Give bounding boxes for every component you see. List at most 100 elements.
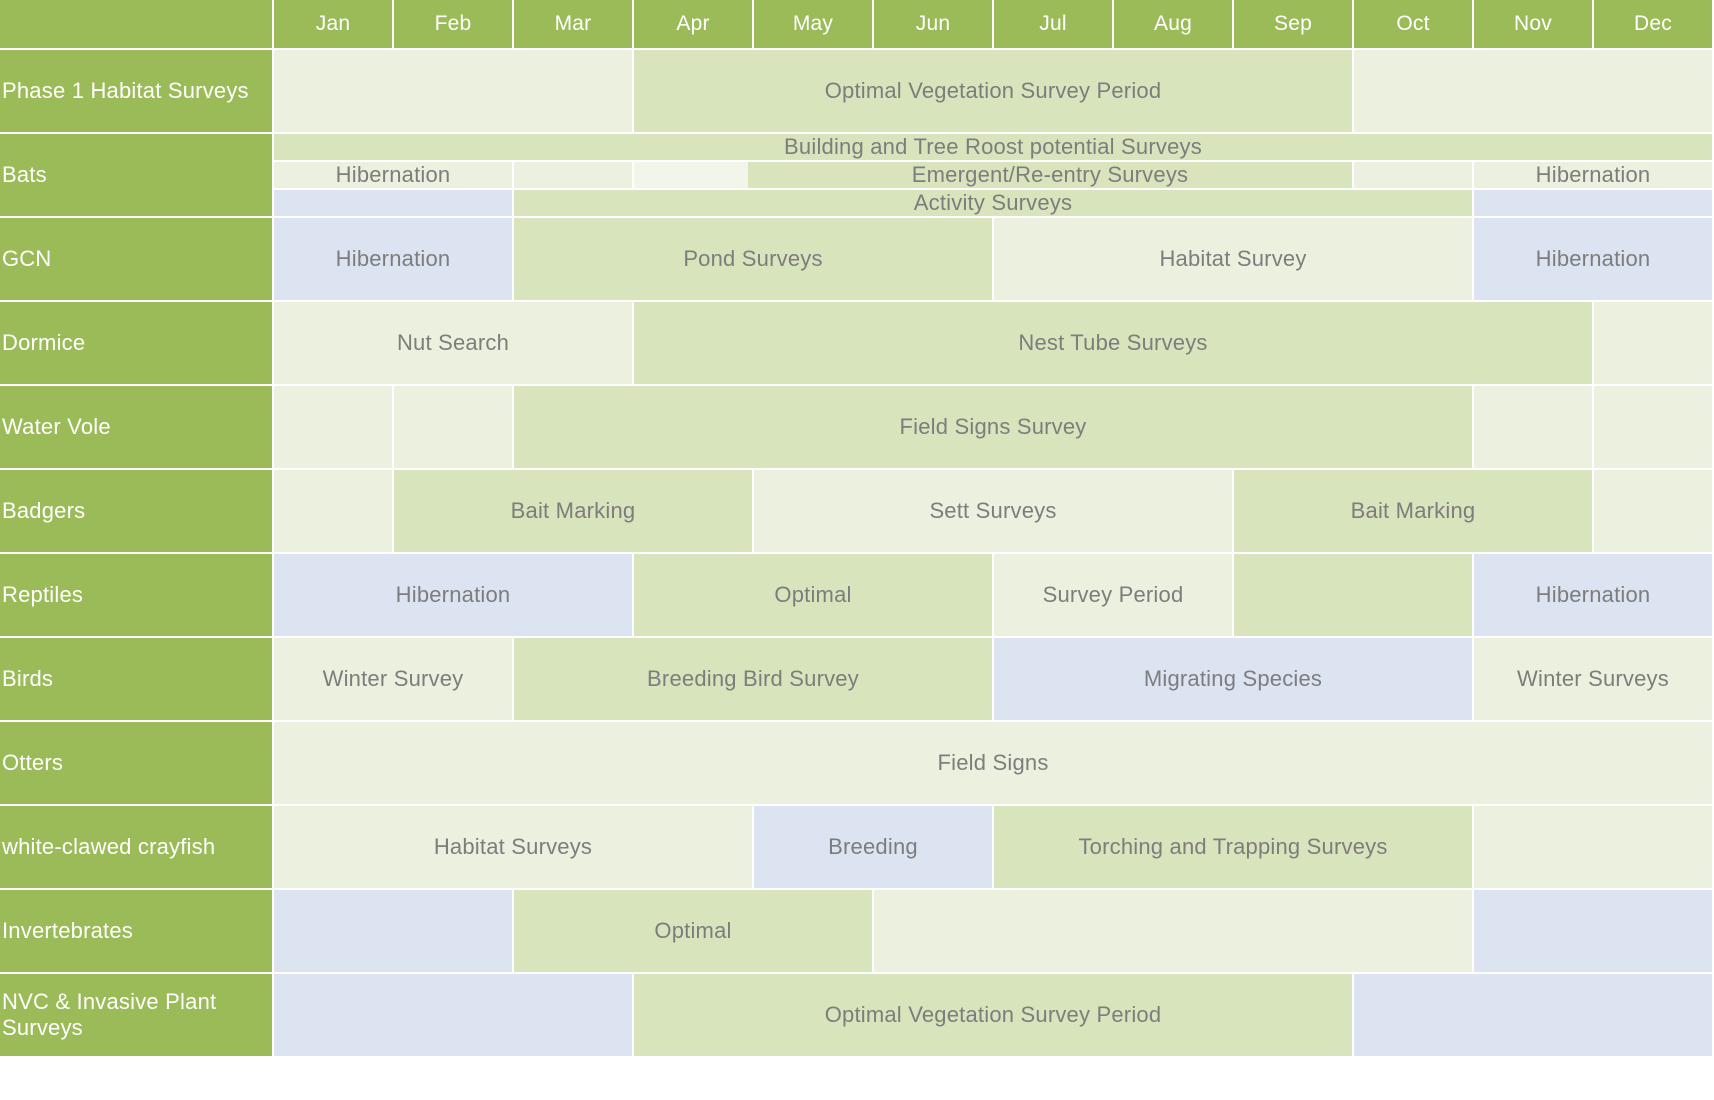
survey-period-reptiles-text: Hibernation <box>1535 582 1651 607</box>
survey-period-white-clawed-crayfish-text: Breeding <box>828 834 918 859</box>
row-label-birds: Birds <box>0 638 274 722</box>
header-corner <box>0 0 274 50</box>
month-header-nov: Nov <box>1474 0 1594 50</box>
survey-period-badgers: Bait Marking <box>394 470 754 554</box>
month-header-oct-text: Oct <box>1396 12 1430 35</box>
survey-period-birds-text: Winter Surveys <box>1517 666 1669 691</box>
month-header-aug: Aug <box>1114 0 1234 50</box>
survey-period-reptiles: Hibernation <box>1474 554 1714 638</box>
survey-period-bats-text: Hibernation <box>335 162 451 187</box>
row-label-dormice: Dormice <box>0 302 274 386</box>
month-header-jun-text: Jun <box>915 12 951 35</box>
month-header-jan-text: Jan <box>315 12 351 35</box>
row-label-nvc-invasive-plant-surveys: NVC & Invasive Plant Surveys <box>0 974 274 1058</box>
survey-period-gcn-text: Hibernation <box>1535 246 1651 271</box>
survey-period-phase-1-habitat-surveys <box>1354 50 1714 134</box>
survey-period-gcn: Hibernation <box>1474 218 1714 302</box>
survey-period-dormice-text: Nut Search <box>396 330 510 355</box>
survey-period-otters-text: Field Signs <box>937 750 1049 775</box>
survey-period-water-vole <box>274 386 394 470</box>
survey-period-bats: Hibernation <box>1474 162 1714 190</box>
month-header-feb-text: Feb <box>434 12 472 35</box>
survey-period-water-vole <box>1474 386 1594 470</box>
survey-period-reptiles-text: Optimal <box>774 582 852 607</box>
survey-period-birds-text: Breeding Bird Survey <box>647 666 859 691</box>
survey-period-bats <box>1474 190 1714 218</box>
survey-period-invertebrates <box>874 890 1474 974</box>
month-header-sep: Sep <box>1234 0 1354 50</box>
survey-period-bats-text: Building and Tree Roost potential Survey… <box>784 134 1202 159</box>
survey-period-phase-1-habitat-surveys: Optimal Vegetation Survey Period <box>634 50 1354 134</box>
survey-period-gcn: Habitat Survey <box>994 218 1474 302</box>
survey-period-white-clawed-crayfish <box>1474 806 1714 890</box>
row-label-otters-text: Otters <box>2 750 64 775</box>
survey-period-bats: Emergent/Re-entry Surveys <box>748 162 1354 190</box>
month-header-sep-text: Sep <box>1274 12 1312 35</box>
survey-period-bats-text: Hibernation <box>1535 162 1651 187</box>
survey-period-badgers <box>274 470 394 554</box>
row-label-nvc-invasive-plant-surveys-text: NVC & Invasive Plant Surveys <box>2 989 217 1040</box>
row-label-reptiles: Reptiles <box>0 554 274 638</box>
row-label-gcn: GCN <box>0 218 274 302</box>
survey-period-water-vole: Field Signs Survey <box>514 386 1474 470</box>
survey-period-bats: Activity Surveys <box>514 190 1474 218</box>
row-label-dormice-text: Dormice <box>2 330 86 355</box>
row-label-water-vole: Water Vole <box>0 386 274 470</box>
row-label-reptiles-text: Reptiles <box>2 582 84 607</box>
survey-period-invertebrates <box>1474 890 1714 974</box>
row-label-otters: Otters <box>0 722 274 806</box>
survey-period-invertebrates-text: Optimal <box>654 918 732 943</box>
row-label-invertebrates: Invertebrates <box>0 890 274 974</box>
row-label-badgers-text: Badgers <box>2 498 86 523</box>
row-label-invertebrates-text: Invertebrates <box>2 918 134 943</box>
survey-period-badgers <box>1594 470 1714 554</box>
survey-period-nvc-invasive-plant-surveys <box>1354 974 1714 1058</box>
row-label-birds-text: Birds <box>2 666 54 691</box>
survey-period-birds: Migrating Species <box>994 638 1474 722</box>
survey-period-birds-text: Winter Survey <box>322 666 464 691</box>
survey-period-phase-1-habitat-surveys <box>274 50 634 134</box>
survey-period-bats <box>274 190 514 218</box>
survey-period-invertebrates: Optimal <box>514 890 874 974</box>
survey-period-white-clawed-crayfish: Breeding <box>754 806 994 890</box>
survey-period-reptiles <box>1234 554 1474 638</box>
survey-period-white-clawed-crayfish-text: Torching and Trapping Surveys <box>1078 834 1388 859</box>
survey-period-badgers-text: Sett Surveys <box>929 498 1057 523</box>
month-header-mar: Mar <box>514 0 634 50</box>
row-label-water-vole-text: Water Vole <box>2 414 111 439</box>
row-label-bats-text: Bats <box>2 162 47 187</box>
survey-period-bats-text: Activity Surveys <box>913 190 1073 215</box>
survey-period-bats <box>514 162 634 190</box>
survey-period-gcn-text: Pond Surveys <box>683 246 823 271</box>
survey-period-white-clawed-crayfish-text: Habitat Surveys <box>433 834 593 859</box>
survey-period-birds: Winter Surveys <box>1474 638 1714 722</box>
survey-period-reptiles: Optimal <box>634 554 994 638</box>
survey-period-dormice-text: Nest Tube Surveys <box>1018 330 1208 355</box>
survey-period-gcn: Pond Surveys <box>514 218 994 302</box>
month-header-may-text: May <box>792 12 834 35</box>
row-label-gcn-text: GCN <box>2 246 52 271</box>
month-header-dec: Dec <box>1594 0 1714 50</box>
row-label-badgers: Badgers <box>0 470 274 554</box>
survey-period-birds: Breeding Bird Survey <box>514 638 994 722</box>
survey-period-gcn-text: Habitat Survey <box>1159 246 1307 271</box>
month-header-nov-text: Nov <box>1514 12 1552 35</box>
month-header-apr: Apr <box>634 0 754 50</box>
survey-period-bats <box>1354 162 1474 190</box>
survey-period-nvc-invasive-plant-surveys <box>274 974 634 1058</box>
month-header-feb: Feb <box>394 0 514 50</box>
survey-period-white-clawed-crayfish: Torching and Trapping Surveys <box>994 806 1474 890</box>
survey-period-bats: Building and Tree Roost potential Survey… <box>274 134 1714 162</box>
month-header-jan: Jan <box>274 0 394 50</box>
survey-period-white-clawed-crayfish: Habitat Surveys <box>274 806 754 890</box>
survey-period-bats: Hibernation <box>274 162 514 190</box>
month-header-aug-text: Aug <box>1154 12 1192 35</box>
survey-period-water-vole-text: Field Signs Survey <box>899 414 1087 439</box>
survey-period-otters: Field Signs <box>274 722 1714 806</box>
survey-period-badgers-text: Bait Marking <box>510 498 636 523</box>
survey-period-reptiles: Survey Period <box>994 554 1234 638</box>
survey-period-dormice <box>1594 302 1714 386</box>
survey-period-nvc-invasive-plant-surveys-text: Optimal Vegetation Survey Period <box>824 1002 1162 1027</box>
survey-period-water-vole <box>1594 386 1714 470</box>
